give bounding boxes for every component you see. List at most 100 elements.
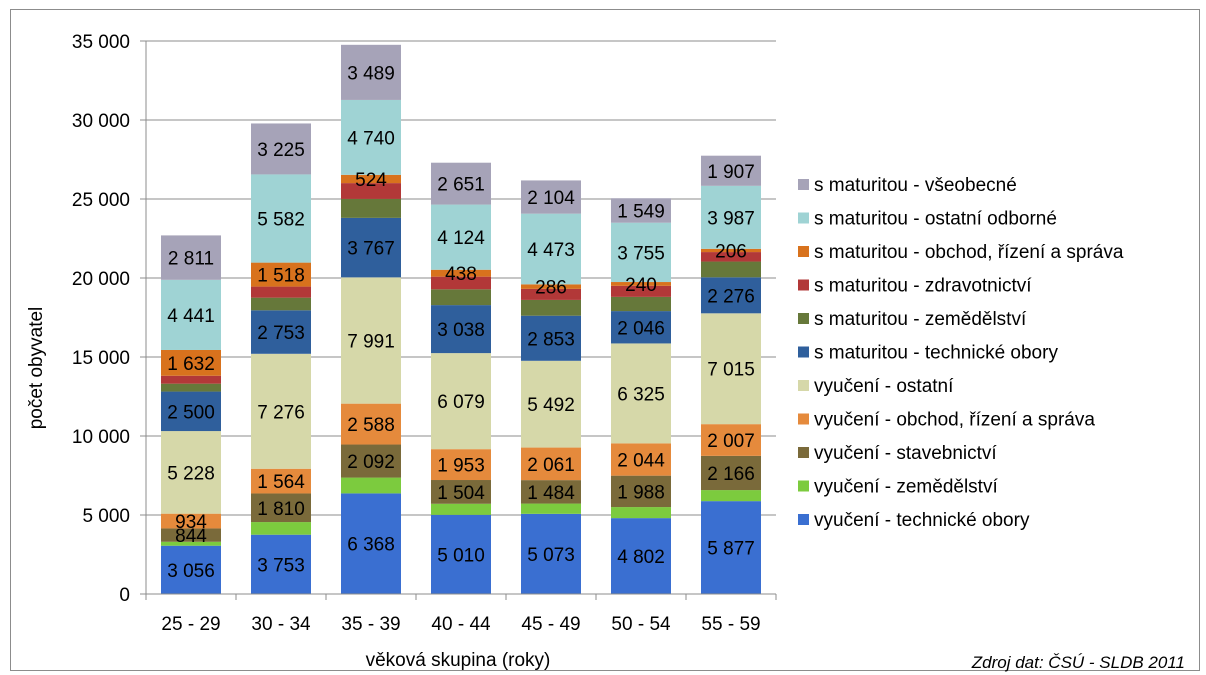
y-tick-label: 5 000 bbox=[82, 506, 130, 527]
bar-segment bbox=[161, 541, 221, 546]
legend-label: s maturitou - technické obory bbox=[814, 343, 1058, 364]
y-tick-label: 35 000 bbox=[72, 32, 130, 53]
data-label: 2 092 bbox=[347, 452, 395, 473]
data-label: 4 124 bbox=[437, 228, 485, 249]
data-label: 2 104 bbox=[527, 188, 575, 209]
legend-swatch bbox=[798, 447, 809, 458]
data-label: 2 061 bbox=[527, 455, 575, 476]
bar-segment bbox=[251, 286, 311, 298]
bar-segment bbox=[521, 360, 581, 448]
data-label: 1 549 bbox=[617, 201, 665, 222]
legend-swatch bbox=[798, 212, 809, 224]
x-tick-label: 40 - 44 bbox=[431, 614, 491, 635]
bar-segment bbox=[341, 277, 401, 404]
bar-segment bbox=[701, 185, 761, 249]
legend-label: s maturitou - zdravotnictví bbox=[814, 276, 1032, 297]
bar-segment bbox=[521, 447, 581, 481]
bar-segment bbox=[521, 299, 581, 316]
bar-segment bbox=[251, 297, 311, 311]
data-label: 206 bbox=[715, 241, 747, 262]
bar-segment bbox=[341, 444, 401, 478]
data-label: 1 810 bbox=[257, 499, 305, 520]
bar-segment bbox=[341, 493, 401, 594]
bars bbox=[161, 44, 761, 594]
bar-segment bbox=[521, 288, 581, 300]
bar-segment bbox=[431, 269, 491, 277]
y-tick-label: 25 000 bbox=[72, 190, 130, 211]
data-label: 6 368 bbox=[347, 535, 395, 556]
bar-segment bbox=[341, 198, 401, 218]
data-label: 3 767 bbox=[347, 239, 395, 260]
bar-segment bbox=[161, 235, 221, 280]
bar-segment bbox=[701, 155, 761, 186]
data-label: 524 bbox=[355, 170, 387, 191]
data-label: 5 877 bbox=[707, 539, 755, 560]
y-tick-label: 10 000 bbox=[72, 427, 130, 448]
data-label: 2 276 bbox=[707, 286, 755, 307]
data-label: 5 492 bbox=[527, 395, 575, 416]
data-label: 7 991 bbox=[347, 332, 395, 353]
x-axis-title: věková skupina (roky) bbox=[366, 650, 551, 671]
data-label: 4 473 bbox=[527, 240, 575, 261]
legend-label: vyučení - obchod, řízení a správa bbox=[814, 410, 1095, 431]
x-tick-label: 50 - 54 bbox=[611, 614, 671, 635]
bar-segment bbox=[611, 198, 671, 223]
bar-segment bbox=[431, 204, 491, 270]
data-label: 1 632 bbox=[167, 354, 215, 375]
legend-swatch bbox=[798, 514, 809, 525]
bar-segment bbox=[251, 493, 311, 523]
legend-swatch bbox=[798, 279, 809, 291]
data-label: 1 484 bbox=[527, 483, 575, 504]
bar-segment bbox=[701, 455, 761, 491]
bar-segment bbox=[431, 289, 491, 306]
legend-label: vyučení - technické obory bbox=[814, 510, 1030, 531]
legend-label: vyučení - zemědělství bbox=[814, 477, 998, 498]
y-tick-label: 30 000 bbox=[72, 111, 130, 132]
chart-frame bbox=[10, 9, 1200, 671]
data-label: 7 276 bbox=[257, 402, 305, 423]
bar-segment bbox=[701, 277, 761, 314]
bar-segment bbox=[161, 383, 221, 392]
data-label: 6 079 bbox=[437, 392, 485, 413]
data-label: 2 753 bbox=[257, 323, 305, 344]
legend-label: vyučení - stavebnictví bbox=[814, 443, 997, 464]
bar-segment bbox=[611, 285, 671, 297]
bar-segment bbox=[431, 449, 491, 481]
y-axis-title: počet obyvatel bbox=[26, 307, 47, 430]
bar-segment bbox=[161, 375, 221, 384]
data-label: 844 bbox=[175, 526, 207, 547]
data-label: 2 166 bbox=[707, 464, 755, 485]
data-label: 6 325 bbox=[617, 384, 665, 405]
x-tick-label: 35 - 39 bbox=[341, 614, 400, 635]
legend-swatch bbox=[798, 346, 809, 358]
bar-segment bbox=[701, 252, 761, 262]
y-tick-label: 15 000 bbox=[72, 348, 130, 369]
bar-segment bbox=[521, 180, 581, 214]
bar-segment bbox=[251, 262, 311, 287]
x-tick-label: 25 - 29 bbox=[161, 614, 220, 635]
bar-segment bbox=[341, 174, 401, 184]
data-label: 3 987 bbox=[707, 208, 755, 229]
bar-segment bbox=[611, 222, 671, 283]
bar-segment bbox=[431, 503, 491, 515]
bar-segment bbox=[431, 353, 491, 450]
legend: s maturitou - všeobecné s maturitou - ost… bbox=[798, 175, 1124, 531]
x-tick-label: 55 - 59 bbox=[701, 614, 760, 635]
data-label: 1 518 bbox=[257, 266, 305, 287]
bar-segment bbox=[521, 315, 581, 361]
bar-segment bbox=[251, 310, 311, 354]
y-tick-label: 0 bbox=[119, 585, 130, 606]
data-label: 934 bbox=[175, 512, 207, 533]
data-label: 3 753 bbox=[257, 555, 305, 576]
legend-swatch bbox=[798, 380, 809, 391]
data-label: 4 802 bbox=[617, 547, 665, 568]
data-label: 3 225 bbox=[257, 140, 305, 161]
data-label: 5 582 bbox=[257, 210, 305, 231]
data-label: 2 500 bbox=[167, 402, 215, 423]
bar-segment bbox=[701, 501, 761, 594]
bar-segment bbox=[521, 513, 581, 594]
bar-segment bbox=[611, 443, 671, 476]
legend-label: s maturitou - obchod, řízení a správa bbox=[814, 242, 1124, 263]
